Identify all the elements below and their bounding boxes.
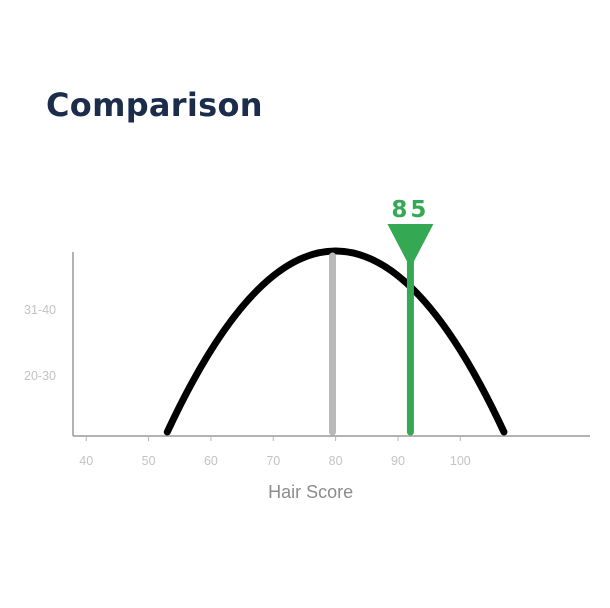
x-axis-ticks: 40 50 60 70 80 90 100 xyxy=(79,436,471,468)
user-score-label: 85 xyxy=(391,197,429,223)
x-tick-label: 100 xyxy=(450,454,471,468)
x-tick-label: 70 xyxy=(266,454,280,468)
x-tick-label: 90 xyxy=(391,454,405,468)
x-tick-label: 40 xyxy=(79,454,93,468)
chart-axes xyxy=(72,252,590,437)
y-tick-label: 31-40 xyxy=(24,303,56,317)
x-tick-label: 80 xyxy=(329,454,343,468)
x-axis-title: Hair Score xyxy=(268,482,353,502)
distribution-curve xyxy=(163,247,508,436)
page-title: Comparison xyxy=(46,86,263,124)
user-score-pointer xyxy=(387,224,434,268)
y-axis-ticks: 20-30 31-40 xyxy=(24,303,56,383)
chart-marks: 85 xyxy=(163,197,508,436)
y-tick-label: 20-30 xyxy=(24,369,56,383)
x-tick-label: 50 xyxy=(142,454,156,468)
x-tick-label: 60 xyxy=(204,454,218,468)
